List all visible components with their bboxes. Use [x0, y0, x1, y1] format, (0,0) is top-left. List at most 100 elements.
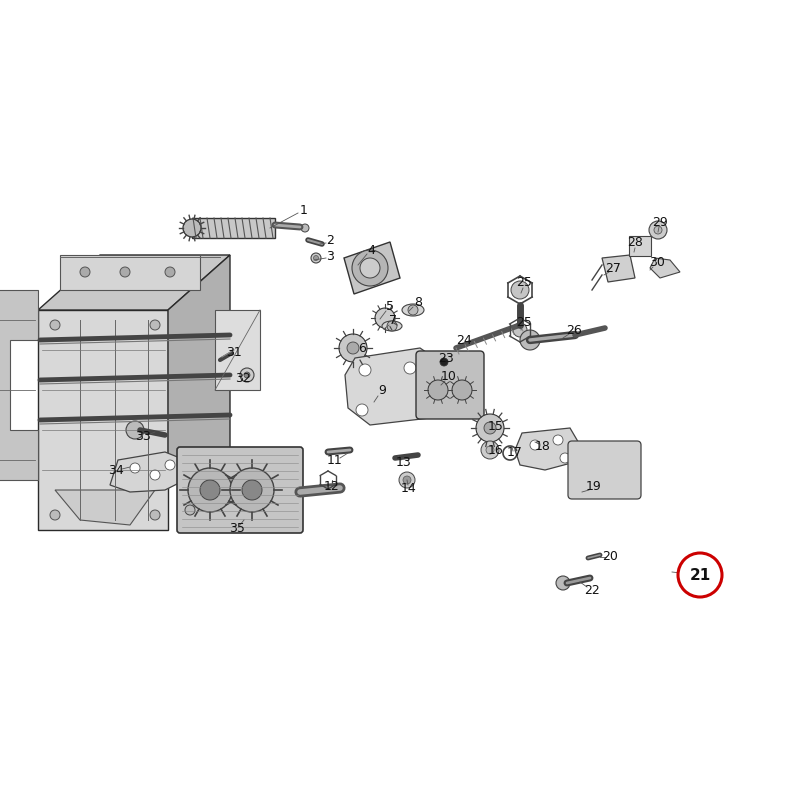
Text: 34: 34: [108, 465, 124, 478]
Text: 32: 32: [235, 373, 251, 386]
Circle shape: [476, 414, 504, 442]
Text: 21: 21: [690, 567, 710, 582]
Circle shape: [150, 470, 160, 480]
Polygon shape: [38, 310, 168, 530]
Circle shape: [183, 219, 201, 237]
Circle shape: [404, 362, 416, 374]
Circle shape: [244, 372, 250, 378]
Circle shape: [165, 267, 175, 277]
Text: 23: 23: [438, 351, 454, 365]
Circle shape: [356, 404, 368, 416]
Polygon shape: [215, 310, 260, 390]
Polygon shape: [0, 290, 38, 480]
Polygon shape: [38, 255, 230, 310]
Text: 10: 10: [441, 370, 457, 382]
Text: 6: 6: [358, 342, 366, 354]
Text: 33: 33: [135, 430, 151, 442]
Polygon shape: [344, 242, 400, 294]
Circle shape: [511, 281, 529, 299]
Circle shape: [387, 321, 397, 331]
Circle shape: [484, 422, 496, 434]
Circle shape: [428, 380, 448, 400]
Circle shape: [150, 320, 160, 330]
Circle shape: [352, 250, 388, 286]
Polygon shape: [55, 490, 155, 525]
Text: 12: 12: [324, 481, 340, 494]
Text: 29: 29: [652, 215, 668, 229]
Text: 20: 20: [602, 550, 618, 563]
Text: 4: 4: [367, 243, 375, 257]
Polygon shape: [345, 348, 448, 425]
Text: 16: 16: [488, 443, 504, 457]
Circle shape: [230, 468, 274, 512]
Circle shape: [399, 472, 415, 488]
Circle shape: [553, 435, 563, 445]
Circle shape: [452, 380, 472, 400]
Circle shape: [165, 460, 175, 470]
Circle shape: [440, 358, 448, 366]
Circle shape: [50, 320, 60, 330]
Text: 19: 19: [586, 481, 602, 494]
Text: 24: 24: [456, 334, 472, 346]
Circle shape: [120, 267, 130, 277]
Circle shape: [126, 421, 144, 439]
Text: 27: 27: [605, 262, 621, 274]
Text: 18: 18: [535, 439, 551, 453]
Circle shape: [130, 463, 140, 473]
Circle shape: [520, 330, 540, 350]
Text: 9: 9: [378, 383, 386, 397]
Circle shape: [50, 510, 60, 520]
Text: 30: 30: [649, 257, 665, 270]
Circle shape: [481, 441, 499, 459]
Circle shape: [301, 224, 309, 232]
Text: 7: 7: [389, 314, 397, 327]
FancyBboxPatch shape: [568, 441, 641, 499]
FancyBboxPatch shape: [416, 351, 484, 419]
Text: 13: 13: [396, 457, 412, 470]
Polygon shape: [650, 258, 680, 278]
Polygon shape: [602, 255, 635, 282]
Circle shape: [314, 255, 318, 261]
Text: 5: 5: [386, 299, 394, 313]
Text: 2: 2: [326, 234, 334, 247]
Circle shape: [200, 480, 220, 500]
Polygon shape: [110, 452, 190, 492]
Circle shape: [513, 323, 527, 337]
Circle shape: [240, 368, 254, 382]
Text: 21: 21: [692, 567, 708, 581]
Circle shape: [150, 510, 160, 520]
Circle shape: [560, 453, 570, 463]
Text: 3: 3: [326, 250, 334, 263]
Ellipse shape: [382, 321, 402, 331]
Circle shape: [403, 476, 411, 484]
Ellipse shape: [402, 304, 424, 316]
Text: 15: 15: [488, 421, 504, 434]
Text: 25: 25: [516, 315, 532, 329]
Circle shape: [188, 468, 232, 512]
Text: 26: 26: [566, 323, 582, 337]
Circle shape: [678, 553, 722, 597]
Circle shape: [408, 305, 418, 315]
Polygon shape: [60, 255, 200, 290]
FancyBboxPatch shape: [177, 447, 303, 533]
Circle shape: [339, 334, 367, 362]
Circle shape: [654, 226, 662, 234]
Polygon shape: [515, 428, 580, 470]
Text: 31: 31: [226, 346, 242, 359]
Polygon shape: [168, 255, 230, 460]
Circle shape: [347, 342, 359, 354]
Text: 1: 1: [300, 203, 308, 217]
Circle shape: [424, 394, 436, 406]
Text: 14: 14: [401, 482, 417, 494]
Circle shape: [185, 505, 195, 515]
Text: 17: 17: [507, 446, 523, 459]
Text: 22: 22: [584, 583, 600, 597]
Circle shape: [242, 480, 262, 500]
Circle shape: [649, 221, 667, 239]
Circle shape: [311, 253, 321, 263]
Text: 8: 8: [414, 295, 422, 309]
Circle shape: [375, 308, 395, 328]
Circle shape: [530, 440, 540, 450]
Circle shape: [359, 364, 371, 376]
Polygon shape: [192, 218, 275, 238]
